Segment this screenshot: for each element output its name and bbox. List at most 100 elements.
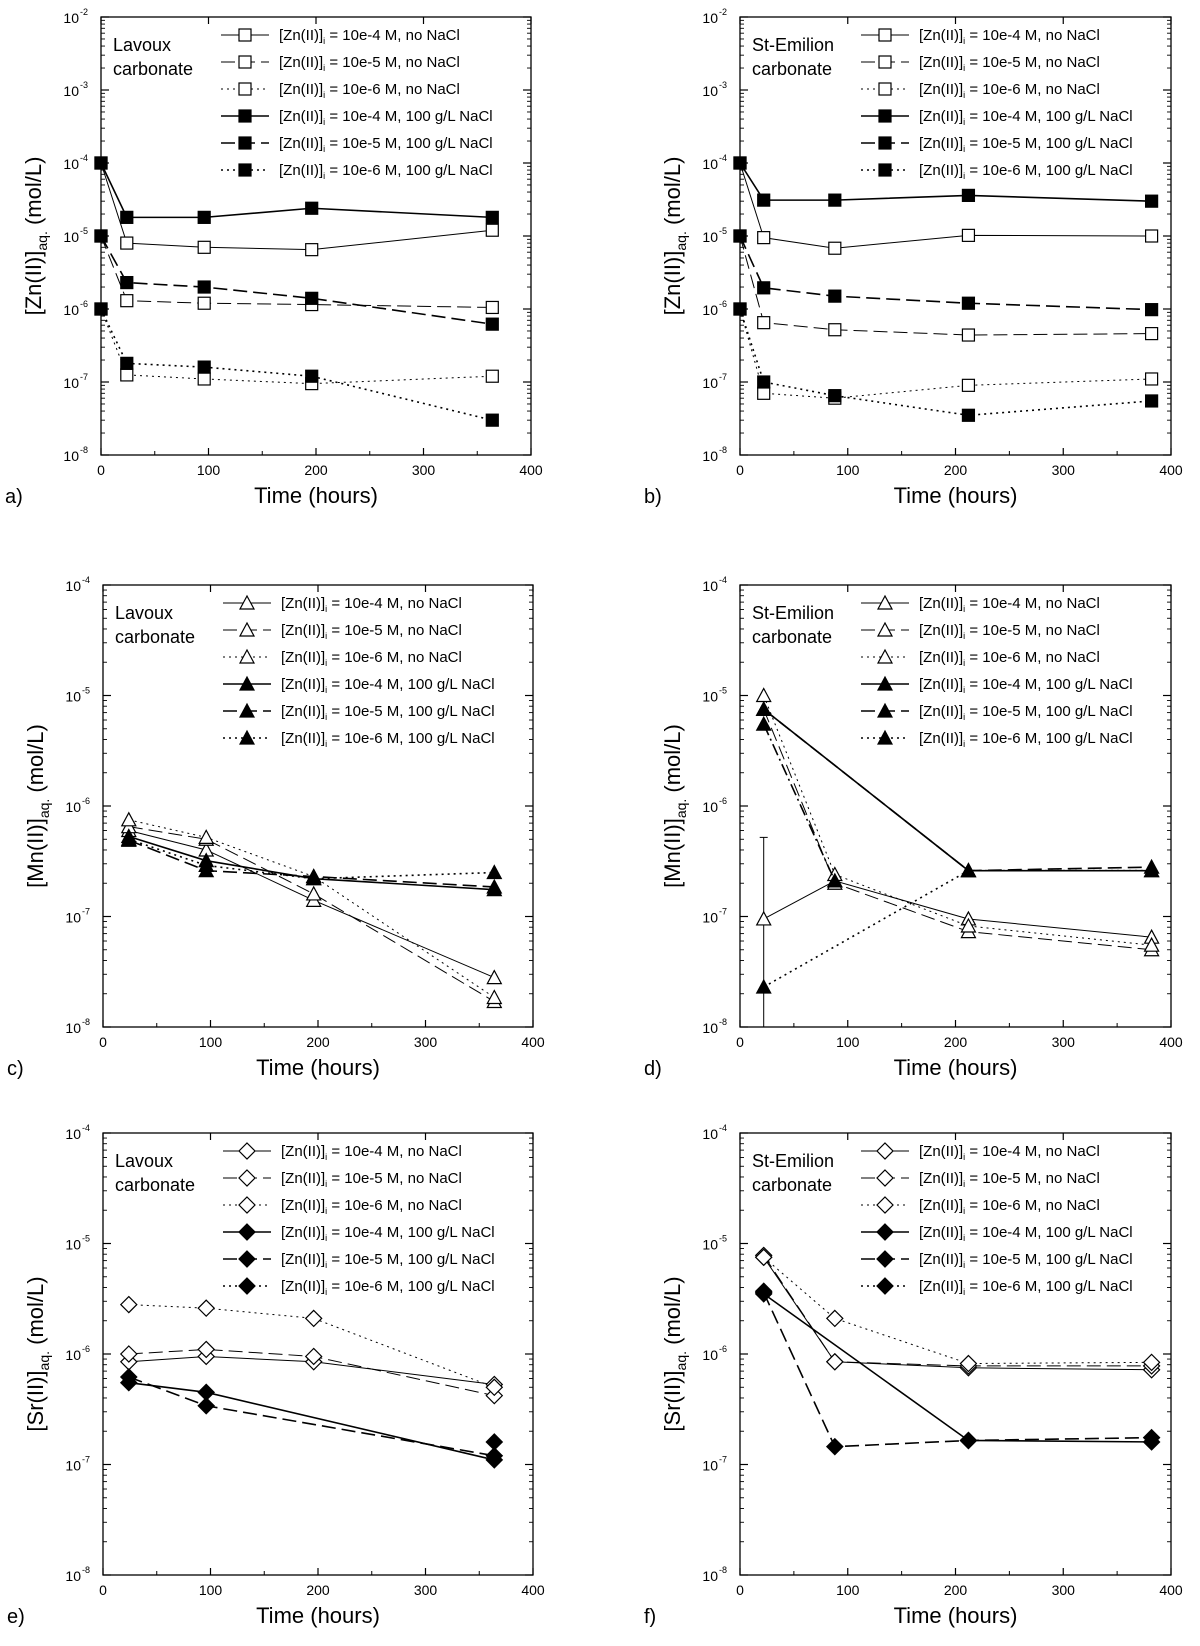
- legend-label: [Zn(II)]i = 10e-5 M, 100 g/L NaCl: [919, 1251, 1133, 1270]
- y-tick-label: 10: [702, 83, 718, 99]
- legend-label-main: [Zn(II)]: [919, 595, 963, 612]
- legend-label-main: [Zn(II)]: [919, 1170, 963, 1187]
- y-axis-title-unit: (mol/L): [660, 1276, 685, 1351]
- x-axis-title: Time (hours): [256, 1603, 380, 1628]
- data-point-square: [197, 360, 211, 374]
- legend-label-rest: = 10e-6 M, 100 g/L NaCl: [965, 1278, 1132, 1295]
- data-point-square: [120, 294, 134, 308]
- data-point-diamond: [959, 1354, 978, 1373]
- legend-label-sub: i: [325, 1179, 327, 1189]
- data-point-square: [485, 210, 499, 224]
- y-tick-exponent: -3: [80, 80, 88, 90]
- x-tick-label: 200: [944, 1582, 968, 1598]
- series-6: [120, 830, 503, 886]
- series-5: [119, 1368, 504, 1465]
- legend-label-main: [Zn(II)]: [919, 703, 963, 720]
- data-point-square: [961, 296, 976, 310]
- x-axis-title: Time (hours): [254, 483, 378, 508]
- data-point-square: [305, 243, 319, 257]
- legend-label-rest: = 10e-4 M, no NaCl: [965, 595, 1100, 612]
- y-tick-label: 10: [702, 448, 718, 464]
- legend-label-main: [Zn(II)]: [919, 730, 963, 747]
- panel-letter: e): [7, 1606, 25, 1628]
- data-point-diamond: [304, 1347, 323, 1366]
- legend-label-main: [Zn(II)]: [281, 622, 325, 639]
- data-point-square: [197, 210, 211, 224]
- legend-entry: [Zn(II)]i = 10e-5 M, 100 g/L NaCl: [221, 135, 493, 154]
- y-axis-title: [Mn(II)]aq. (mol/L): [23, 724, 52, 888]
- series-line: [128, 1304, 495, 1388]
- data-point-triangle: [876, 594, 894, 610]
- x-tick-label: 100: [199, 1034, 223, 1050]
- data-point-diamond: [1142, 1353, 1161, 1372]
- data-point-diamond: [197, 1340, 216, 1359]
- series-1: [120, 822, 503, 985]
- legend-label-rest: = 10e-5 M, no NaCl: [327, 622, 462, 639]
- y-axis-title-unit: (mol/L): [21, 157, 46, 232]
- y-tick-exponent: -4: [719, 1123, 727, 1133]
- data-point-square: [120, 368, 134, 382]
- legend-label-sub: i: [963, 1260, 965, 1270]
- y-tick-label: 10: [702, 156, 718, 172]
- y-axis-title-unit: (mol/L): [23, 1276, 48, 1351]
- x-tick-label: 200: [306, 1582, 330, 1598]
- data-point-triangle: [238, 594, 256, 610]
- sample-annotation: carbonate: [113, 59, 193, 79]
- data-point-square: [757, 281, 771, 295]
- legend-label-sub: i: [963, 1287, 965, 1297]
- x-tick-label: 400: [521, 1582, 545, 1598]
- legend-label-main: [Zn(II)]: [919, 162, 963, 179]
- data-point-triangle: [120, 830, 137, 846]
- legend-label-main: [Zn(II)]: [919, 135, 963, 152]
- y-axis-title-unit: (mol/L): [23, 724, 48, 799]
- data-point-diamond: [876, 1277, 894, 1295]
- y-tick-exponent: -5: [719, 226, 727, 236]
- y-tick-exponent: -7: [719, 1455, 727, 1465]
- data-point-diamond: [825, 1309, 844, 1328]
- series-6: [733, 302, 1159, 422]
- data-point-diamond: [485, 1446, 504, 1465]
- y-axis-title: [Mn(II)]aq. (mol/L): [660, 724, 689, 888]
- legend-label-rest: = 10e-4 M, 100 g/L NaCl: [965, 108, 1132, 125]
- legend-label: [Zn(II)]i = 10e-6 M, no NaCl: [919, 1197, 1100, 1216]
- y-tick-label: 10: [702, 578, 718, 594]
- legend-label-sub: i: [325, 1206, 327, 1216]
- series-7: [755, 715, 843, 888]
- data-point-square: [878, 55, 892, 69]
- legend-label: [Zn(II)]i = 10e-5 M, 100 g/L NaCl: [919, 703, 1133, 722]
- legend-entry: [Zn(II)]i = 10e-4 M, no NaCl: [221, 27, 460, 46]
- legend-label-sub: i: [963, 1233, 965, 1243]
- legend-label-main: [Zn(II)]: [919, 54, 963, 71]
- series-line: [763, 709, 1152, 951]
- y-tick-label: 10: [63, 375, 79, 391]
- legend-label-rest: = 10e-5 M, 100 g/L NaCl: [965, 703, 1132, 720]
- legend-label: [Zn(II)]i = 10e-6 M, no NaCl: [279, 81, 460, 100]
- legend-label: [Zn(II)]i = 10e-4 M, 100 g/L NaCl: [281, 1224, 495, 1243]
- data-point-square: [120, 275, 134, 290]
- legend-label: [Zn(II)]i = 10e-4 M, no NaCl: [281, 595, 462, 614]
- data-point-square: [961, 378, 976, 392]
- x-tick-label: 0: [99, 1034, 107, 1050]
- series-3: [733, 302, 1159, 405]
- y-tick-label: 10: [65, 910, 81, 926]
- data-point-triangle: [238, 729, 256, 745]
- series-line: [739, 308, 1152, 417]
- series-1: [755, 872, 1160, 944]
- data-point-triangle: [876, 702, 894, 718]
- legend-label-rest: = 10e-4 M, no NaCl: [965, 1143, 1100, 1160]
- y-tick-exponent: -6: [719, 1344, 727, 1354]
- y-tick-exponent: -7: [80, 372, 88, 382]
- legend-label: [Zn(II)]i = 10e-4 M, no NaCl: [919, 1143, 1100, 1162]
- data-point-square: [757, 193, 771, 207]
- legend-label: [Zn(II)]i = 10e-4 M, 100 g/L NaCl: [281, 676, 495, 695]
- series-line: [128, 1355, 495, 1385]
- legend-label-sub: i: [963, 117, 965, 127]
- series-line: [762, 1292, 1152, 1448]
- data-point-triangle: [960, 917, 977, 933]
- data-point-square: [961, 228, 976, 242]
- data-point-square: [197, 296, 211, 310]
- x-tick-label: 200: [944, 462, 968, 478]
- data-point-square: [305, 201, 319, 215]
- panel-letter: a): [5, 486, 23, 508]
- sample-annotation: St-Emilion: [752, 1151, 834, 1171]
